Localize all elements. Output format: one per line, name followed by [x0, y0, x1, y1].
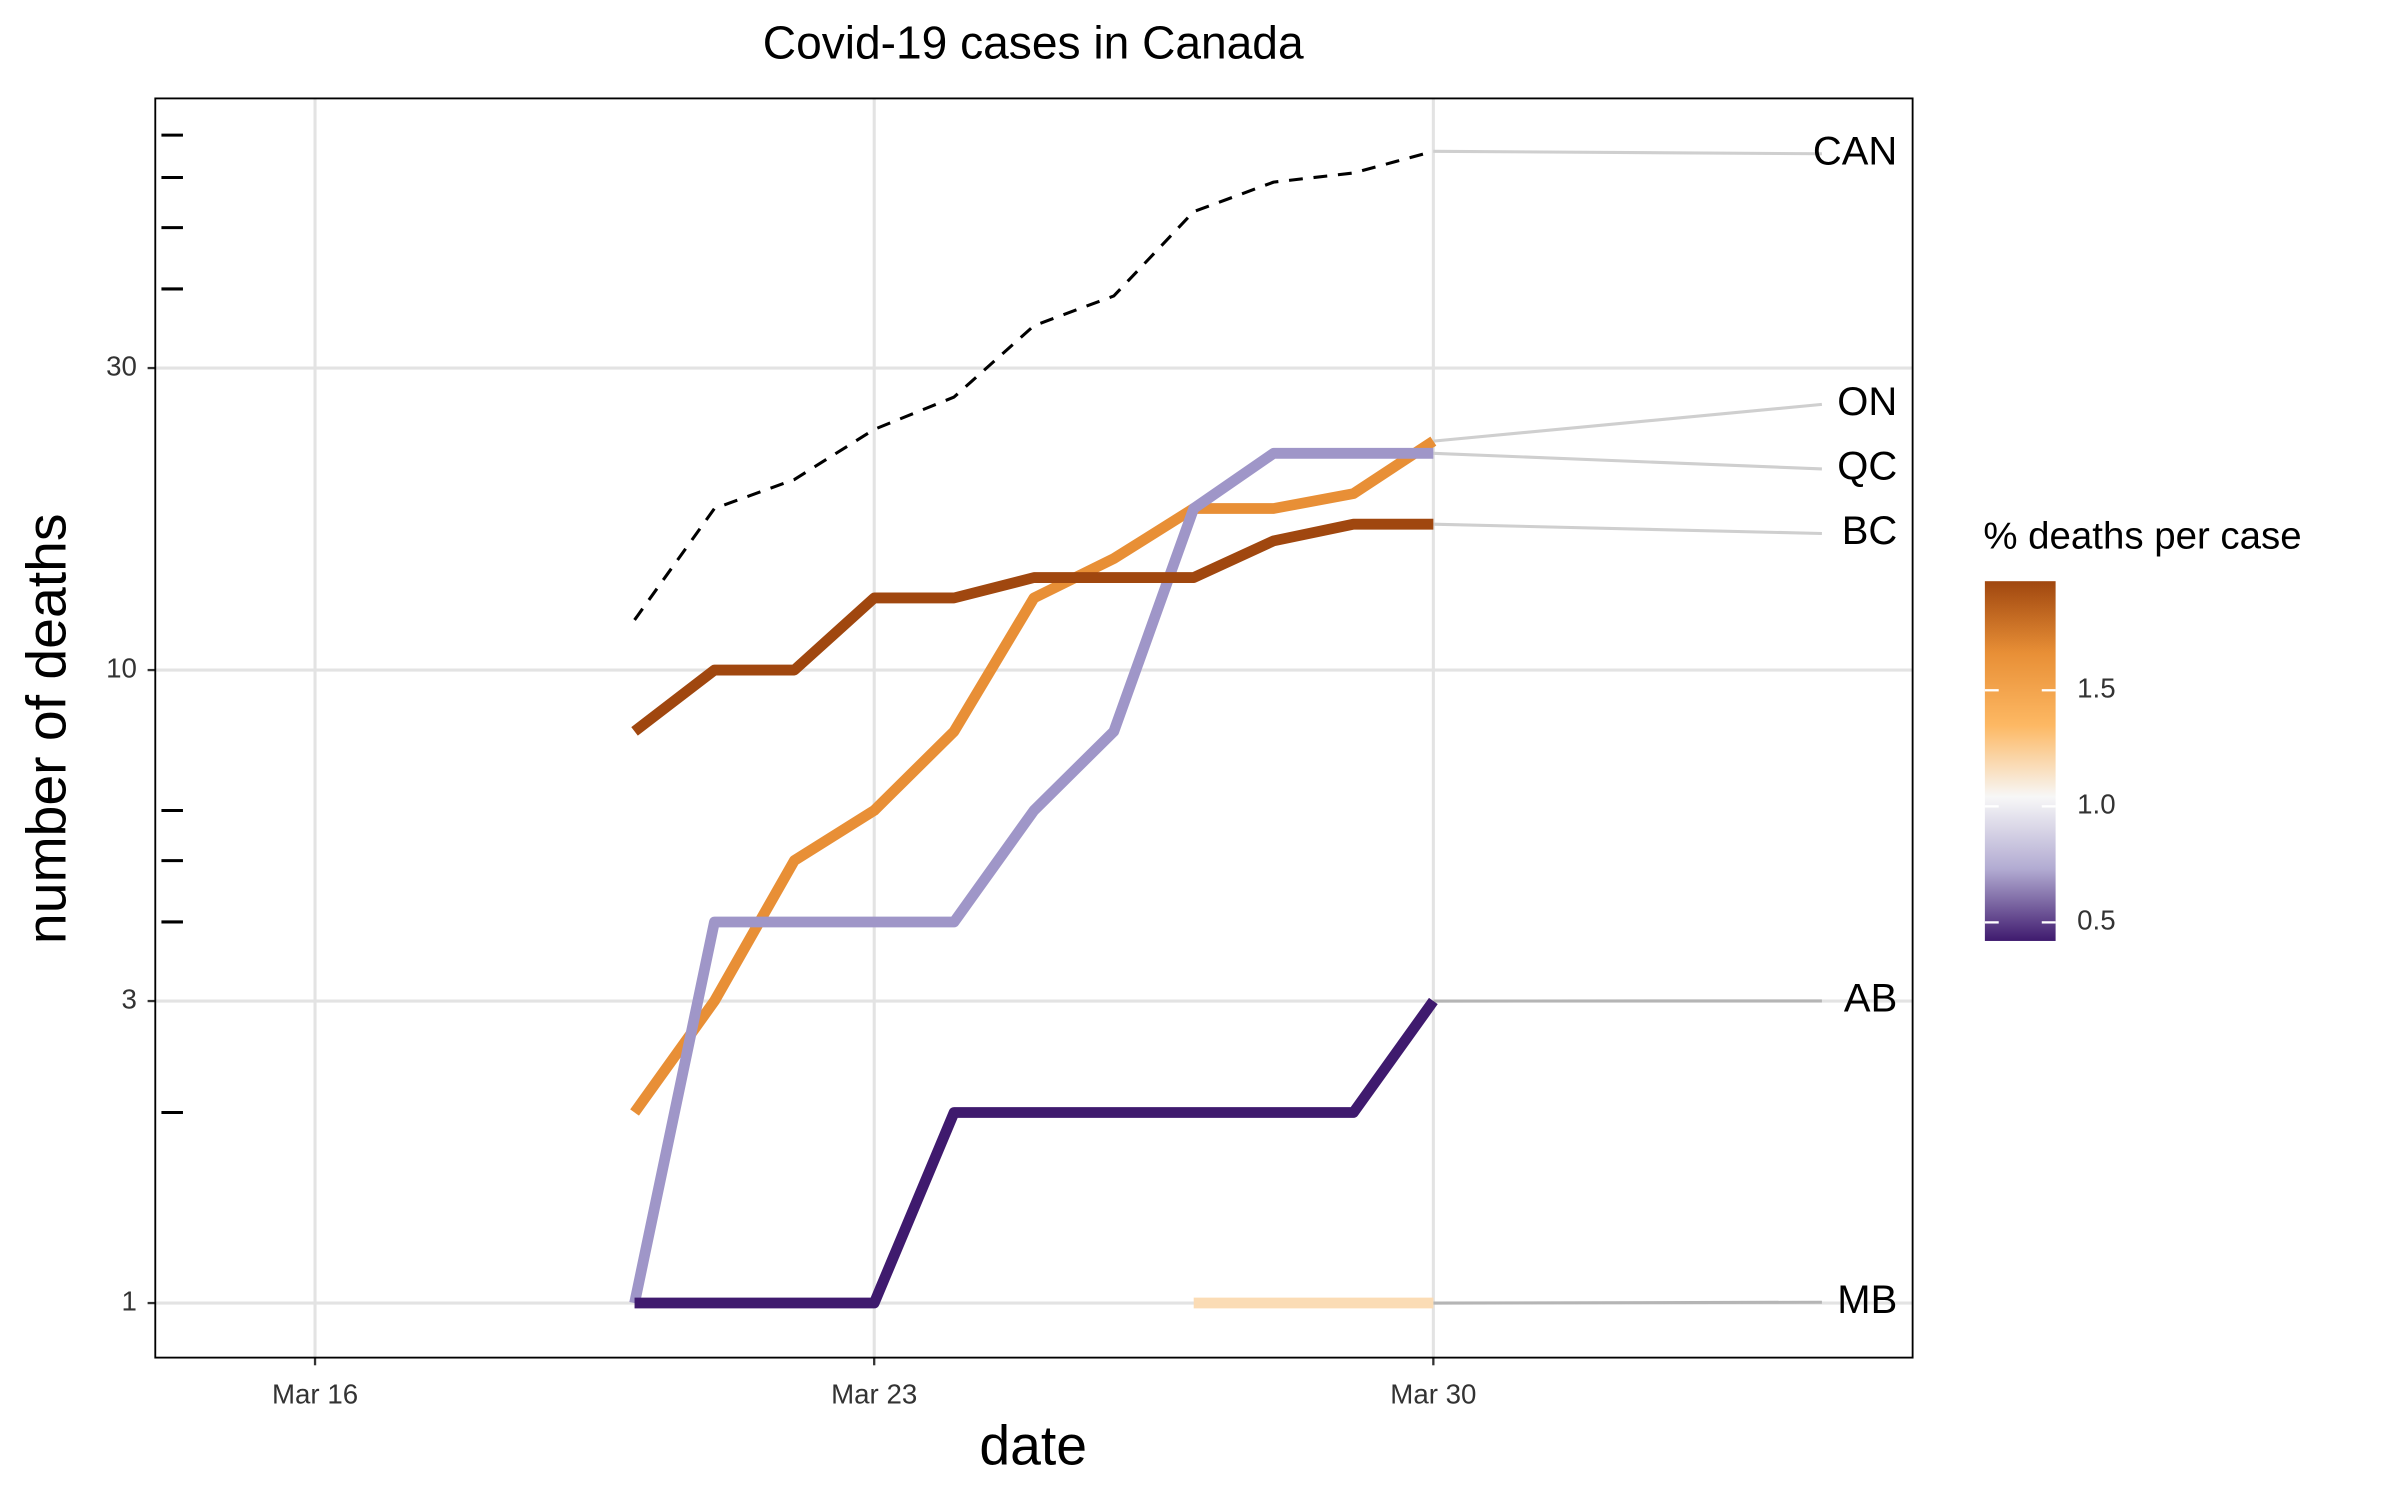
x-tick-label: Mar 16: [272, 1378, 358, 1409]
series-label: BC: [1842, 509, 1898, 553]
plot-border: [154, 97, 1914, 1359]
x-tick-label: Mar 23: [831, 1378, 917, 1409]
label-connector: [1433, 402, 1823, 443]
series-line: [629, 447, 1434, 1305]
series-line: [631, 518, 1434, 736]
label-connector: [1433, 1300, 1822, 1305]
colorbar-tick-label: 1.0: [2077, 789, 2115, 820]
label-connector: [1433, 451, 1822, 471]
series-line: [633, 149, 1434, 621]
series-line: [634, 997, 1438, 1309]
colorbar-tick-label: 0.5: [2077, 905, 2115, 936]
y-tick-label: 3: [121, 983, 136, 1014]
series-label: CAN: [1813, 129, 1897, 173]
colorbar-tick-label: 1.5: [2077, 673, 2115, 704]
lines: [629, 149, 1823, 1309]
series-label: AB: [1844, 976, 1897, 1020]
colorbar: [1984, 581, 2056, 941]
y-tick-label: 10: [106, 652, 137, 683]
series-line: [630, 436, 1437, 1116]
y-tick-label: 30: [106, 350, 137, 381]
series-label: MB: [1837, 1278, 1897, 1322]
label-connector: [1433, 149, 1822, 156]
colorbar-title: % deaths per case: [1983, 514, 2301, 557]
x-axis-title: date: [979, 1414, 1087, 1476]
series-label: ON: [1837, 380, 1897, 424]
y-tick-label: 1: [121, 1285, 136, 1316]
x-tick-label: Mar 30: [1390, 1378, 1476, 1409]
series-label: QC: [1837, 445, 1897, 489]
y-axis-title: number of deaths: [15, 513, 77, 944]
chart-title: Covid-19 cases in Canada: [763, 16, 1304, 68]
label-connector: [1433, 522, 1822, 536]
